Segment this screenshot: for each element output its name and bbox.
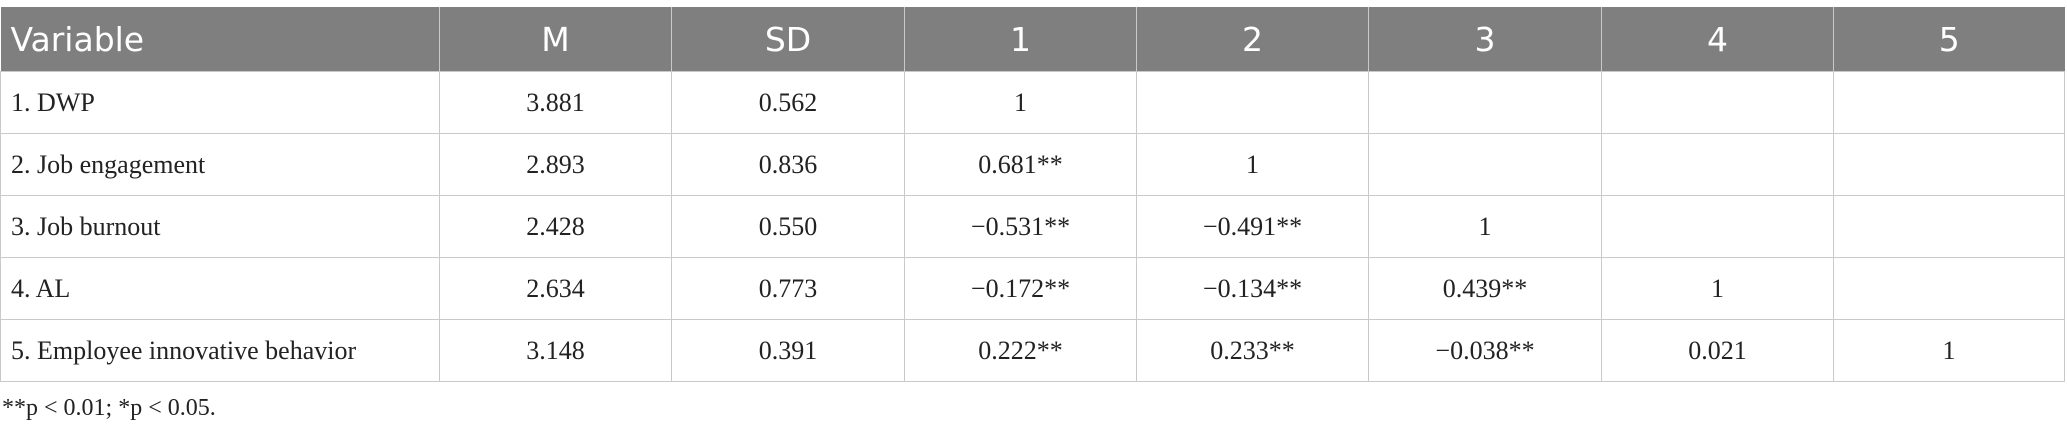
table-cell: 2.634 <box>439 257 672 320</box>
table-cell: 4. AL <box>0 257 440 320</box>
table-cell: 0.233** <box>1136 319 1369 382</box>
header-cell: M <box>439 7 672 72</box>
table-row: 1. DWP 3.881 0.562 1 <box>0 71 2065 134</box>
table-row: 4. AL 2.634 0.773 −0.172** −0.134** 0.439** 1 <box>0 257 2065 320</box>
table-cell: 0.391 <box>671 319 905 382</box>
table-cell: 2.428 <box>439 195 672 258</box>
table-body: 1. DWP 3.881 0.562 1 2. Job engagement 2.893 0… <box>0 71 2065 382</box>
header-cell: 2 <box>1136 7 1369 72</box>
table-row: 2. Job engagement 2.893 0.836 0.681** 1 <box>0 133 2065 196</box>
header-cell: 3 <box>1368 7 1602 72</box>
table-cell: 3.148 <box>439 319 672 382</box>
table-cell: 2.893 <box>439 133 672 196</box>
empty-cell <box>1601 133 1834 196</box>
table-cell: 1 <box>1136 133 1369 196</box>
table-cell: 1 <box>1368 195 1602 258</box>
empty-cell <box>1368 133 1602 196</box>
table-cell: −0.134** <box>1136 257 1369 320</box>
table-cell: −0.038** <box>1368 319 1602 382</box>
correlation-table: Variable M SD 1 2 3 4 5 1. DWP 3.881 0.562 1 2. Job… <box>0 7 2065 382</box>
table-cell: 0.836 <box>671 133 905 196</box>
table-cell: 3. Job burnout <box>0 195 440 258</box>
table-cell: 3.881 <box>439 71 672 134</box>
table-cell: −0.172** <box>904 257 1137 320</box>
table-cell: 5. Employee innovative behavior <box>0 319 440 382</box>
header-cell: 1 <box>904 7 1137 72</box>
table-cell: 0.773 <box>671 257 905 320</box>
header-cell: Variable <box>0 7 440 72</box>
empty-cell <box>1833 133 2065 196</box>
table-cell: 0.021 <box>1601 319 1834 382</box>
table-row: 5. Employee innovative behavior 3.148 0.39… <box>0 319 2065 382</box>
empty-cell <box>1601 71 1834 134</box>
table-wrap: Variable M SD 1 2 3 4 5 1. DWP 3.881 0.562 1 2. Job… <box>0 7 2065 382</box>
empty-cell <box>1368 71 1602 134</box>
table-cell: 1 <box>904 71 1137 134</box>
header-cell: 4 <box>1601 7 1834 72</box>
empty-cell <box>1136 71 1369 134</box>
header-cell: 5 <box>1833 7 2065 72</box>
header-cell: SD <box>671 7 905 72</box>
empty-cell <box>1833 195 2065 258</box>
table-row: 3. Job burnout 2.428 0.550 −0.531** −0.491**… <box>0 195 2065 258</box>
table-cell: 0.222** <box>904 319 1137 382</box>
empty-cell <box>1833 257 2065 320</box>
footnote: **p < 0.01; *p < 0.05. <box>2 395 216 421</box>
table-cell: −0.531** <box>904 195 1137 258</box>
empty-cell <box>1833 71 2065 134</box>
table-cell: 0.681** <box>904 133 1137 196</box>
table-cell: 1 <box>1833 319 2065 382</box>
table-cell: 1. DWP <box>0 71 440 134</box>
table-cell: 0.550 <box>671 195 905 258</box>
table-cell: 0.562 <box>671 71 905 134</box>
table-cell: −0.491** <box>1136 195 1369 258</box>
table-cell: 2. Job engagement <box>0 133 440 196</box>
header-row: Variable M SD 1 2 3 4 5 <box>0 7 2065 72</box>
empty-cell <box>1601 195 1834 258</box>
table-cell: 1 <box>1601 257 1834 320</box>
table-cell: 0.439** <box>1368 257 1602 320</box>
